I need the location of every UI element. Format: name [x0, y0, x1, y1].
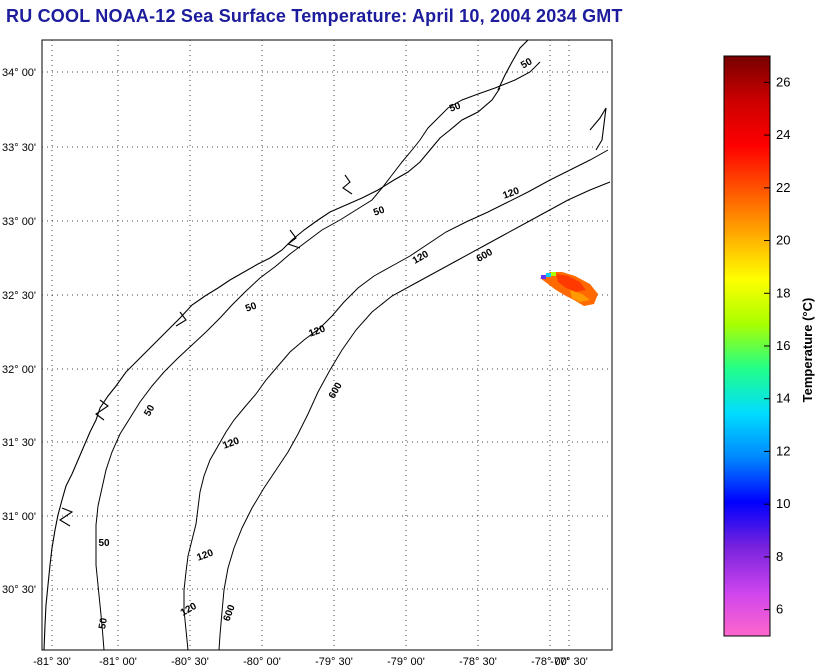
lat-tick-label: 32° 00' — [2, 364, 36, 376]
colorbar — [723, 55, 771, 637]
colorbar-tick-label: 6 — [776, 602, 783, 617]
sst-data-patch — [540, 272, 598, 306]
colorbar-ticks: 26 24 22 20 18 16 14 12 10 8 6 — [764, 74, 790, 617]
lon-tick-label: -78° 30' — [459, 656, 497, 668]
contour-label: 50 — [372, 204, 387, 218]
lat-tick-label: 33° 00' — [2, 216, 36, 228]
isobath-120m — [183, 149, 609, 651]
lon-tick-label: -81° 30' — [33, 656, 71, 668]
lat-tick-label: 30° 30' — [2, 584, 36, 596]
longitude-labels: -81° 30' -81° 00' -80° 30' -80° 00' -79° 30'… — [33, 656, 588, 668]
graticule — [42, 40, 612, 650]
contour-label: 50 — [97, 617, 110, 630]
map-frame — [41, 39, 613, 651]
lon-tick-label: -80° 30' — [171, 656, 209, 668]
colorbar-tick-label: 20 — [776, 233, 790, 248]
colorbar-tick-label: 12 — [776, 443, 790, 458]
colorbar-tick-label: 26 — [776, 74, 790, 89]
colorbar-title: Temperature (°C) — [800, 298, 815, 403]
isobath-50m — [95, 61, 541, 651]
isobath-600m — [218, 181, 611, 651]
latitude-labels: 34° 00' 33° 30' 33° 00' 32° 30' 32° 00' 31° 3… — [2, 67, 36, 596]
colorbar-tick-label: 10 — [776, 496, 790, 511]
lon-tick-label: -78° 00' — [531, 656, 569, 668]
lat-tick-label: 34° 00' — [2, 67, 36, 79]
lon-tick-label: -80° 00' — [243, 656, 281, 668]
colorbar-tick-label: 22 — [776, 180, 790, 195]
lon-tick-label: -81° 00' — [99, 656, 137, 668]
colorbar-tick-label: 14 — [776, 391, 790, 406]
lon-tick-label: -79° 30' — [315, 656, 353, 668]
lat-tick-label: 31° 30' — [2, 437, 36, 449]
coastline — [43, 39, 607, 651]
lat-tick-label: 33° 30' — [2, 142, 36, 154]
colorbar-tick-label: 16 — [776, 338, 790, 353]
colorbar-tick-label: 18 — [776, 285, 790, 300]
contour-label: 50 — [448, 100, 463, 114]
lon-tick-label: -79° 00' — [387, 656, 425, 668]
contour-label: 50 — [519, 56, 535, 71]
colorbar-tick-label: 8 — [776, 549, 783, 564]
lat-tick-label: 32° 30' — [2, 290, 36, 302]
map-title: RU COOL NOAA-12 Sea Surface Temperature:… — [6, 6, 623, 26]
lat-tick-label: 31° 00' — [2, 511, 36, 523]
contour-label: 50 — [244, 300, 259, 314]
contour-label: 50 — [98, 538, 110, 549]
lon-tick-label: -77° 30' — [550, 656, 588, 668]
colorbar-tick-label: 24 — [776, 127, 790, 142]
contour-label: 50 — [142, 403, 157, 419]
